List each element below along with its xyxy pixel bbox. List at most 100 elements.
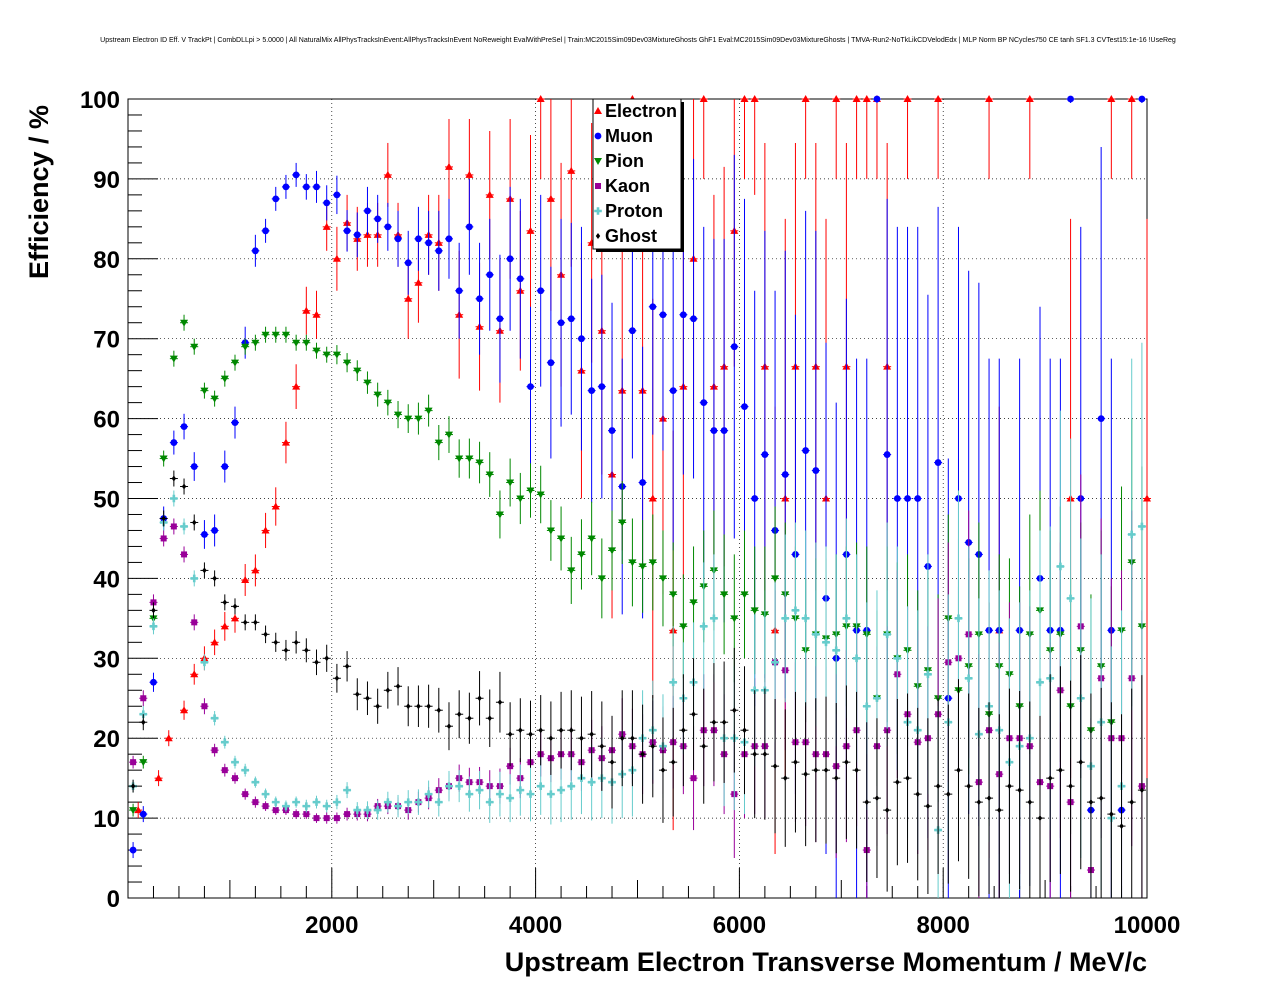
data-point	[1066, 680, 1075, 892]
marker-electron	[322, 222, 331, 230]
data-point	[322, 185, 331, 221]
marker-kaon	[293, 811, 300, 818]
data-point	[1127, 688, 1136, 898]
marker-proton	[924, 670, 932, 679]
marker-pion	[322, 351, 331, 359]
data-point	[230, 354, 239, 371]
data-point	[985, 702, 994, 895]
data-point	[475, 671, 484, 726]
marker-electron	[485, 190, 494, 198]
marker-pion	[292, 339, 301, 347]
marker-electron	[903, 95, 912, 102]
marker-kaon	[201, 703, 208, 710]
data-point	[210, 390, 219, 407]
data-point	[475, 441, 484, 484]
marker-pion	[373, 391, 382, 399]
marker-ghost	[895, 779, 900, 786]
data-point	[526, 134, 535, 327]
data-point	[312, 342, 321, 359]
data-point	[587, 691, 596, 778]
marker-ghost	[732, 707, 737, 714]
data-point	[261, 218, 270, 243]
data-point	[536, 757, 545, 815]
marker-pion	[220, 375, 229, 383]
legend-item-pion: Pion	[594, 151, 644, 171]
marker-pion	[312, 347, 321, 355]
marker-muon	[761, 451, 769, 458]
data-point	[434, 787, 443, 817]
data-point	[526, 700, 535, 768]
data-point	[455, 770, 464, 803]
marker-ghost	[630, 735, 635, 742]
data-point	[801, 702, 810, 847]
data-point	[241, 788, 250, 800]
marker-muon	[211, 527, 219, 534]
data-point	[220, 370, 229, 387]
data-point	[842, 685, 851, 839]
marker-proton	[170, 494, 178, 503]
marker-muon	[883, 451, 891, 458]
legend-item-muon: Muon	[594, 126, 653, 146]
marker-ghost	[304, 647, 309, 654]
y-tick-label: 80	[93, 247, 120, 274]
marker-pion	[689, 599, 698, 607]
data-point	[292, 364, 301, 410]
data-point	[995, 714, 1004, 898]
data-point	[822, 696, 831, 844]
marker-pion	[271, 331, 280, 339]
marker-ghost	[1109, 811, 1114, 818]
data-point	[261, 326, 270, 343]
data-point	[1107, 95, 1116, 179]
marker-muon	[465, 223, 473, 231]
data-point	[190, 338, 199, 355]
marker-muon	[700, 399, 708, 407]
data-point	[129, 755, 138, 769]
data-point	[261, 512, 270, 549]
marker-muon	[781, 471, 789, 478]
y-tick-label: 10	[93, 806, 120, 833]
data-point	[373, 688, 382, 724]
legend-label: Kaon	[605, 176, 650, 196]
marker-muon	[435, 247, 443, 255]
data-point	[689, 658, 698, 771]
data-point	[485, 452, 494, 497]
data-point	[638, 520, 647, 613]
data-point	[985, 95, 994, 179]
marker-proton	[414, 798, 423, 806]
marker-ghost	[966, 783, 971, 790]
marker-ghost	[518, 727, 523, 734]
marker-muon	[710, 427, 718, 434]
marker-ghost	[803, 771, 808, 778]
marker-ghost	[436, 707, 441, 714]
marker-proton	[1056, 562, 1065, 571]
data-point	[1137, 675, 1146, 898]
data-point	[434, 687, 443, 733]
marker-proton	[373, 806, 382, 814]
data-point	[740, 95, 749, 179]
data-point	[801, 95, 810, 179]
marker-kaon	[140, 695, 147, 702]
data-point	[394, 667, 403, 706]
marker-proton	[312, 798, 321, 806]
data-point	[495, 254, 504, 383]
data-point	[444, 416, 453, 453]
marker-pion	[455, 455, 464, 463]
data-point	[271, 487, 280, 526]
marker-proton	[455, 782, 463, 790]
data-point	[1117, 714, 1126, 898]
data-point	[536, 194, 545, 387]
marker-ghost	[232, 603, 238, 610]
data-point	[302, 174, 311, 200]
marker-proton	[404, 798, 413, 806]
marker-ghost	[385, 687, 391, 694]
marker-pion	[394, 411, 403, 419]
marker-proton	[180, 522, 188, 531]
marker-proton	[445, 782, 453, 790]
marker-muon	[323, 199, 331, 207]
marker-muon	[741, 403, 748, 411]
data-point	[322, 346, 331, 363]
marker-pion	[495, 511, 504, 519]
marker-muon	[649, 303, 657, 311]
data-point	[495, 671, 504, 733]
data-point	[312, 795, 321, 809]
